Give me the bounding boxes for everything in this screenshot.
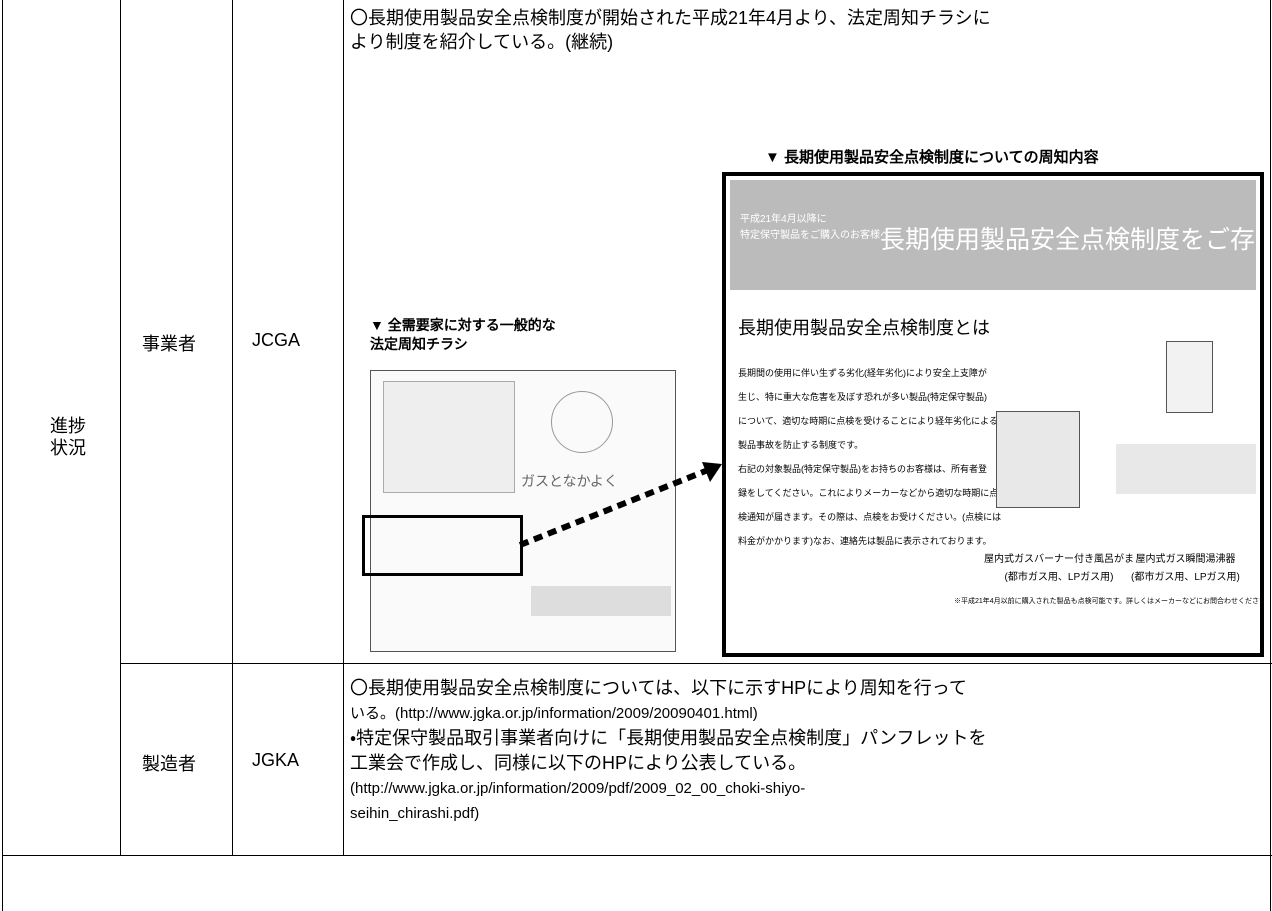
flyer-image: 平成21年4月以降に 特定保守製品をご購入のお客様へ 長期使用製品安全点検制度を… — [722, 172, 1264, 657]
flyer-title: 長期使用製品安全点検制度をご存知ですか — [880, 226, 1260, 254]
border — [2, 0, 3, 911]
org: JGKA — [252, 750, 300, 770]
text-line: (都市ガス用、LPガス用) — [1131, 572, 1240, 583]
text-line: 平成21年4月以降に — [740, 214, 827, 225]
text-line: 〇長期使用製品安全点検制度が開始された平成21年4月より、法定周知チラシに — [350, 8, 991, 28]
text-line: 特定保守製品をご購入のお客様へ — [740, 230, 890, 241]
product-illustration — [996, 411, 1080, 508]
leaflet-band — [531, 586, 671, 616]
role: 事業者 — [142, 334, 196, 354]
caption: ▼ 長期使用製品安全点検制度についての周知内容 — [765, 149, 1099, 166]
row-header: 進捗状況 — [50, 416, 86, 458]
text-line: 長期間の使用に伴い生ずる劣化(経年劣化)により安全上支障が — [738, 368, 987, 378]
text-line: 屋内式ガスバーナー付き風呂がま — [984, 554, 1134, 565]
text-line: (都市ガス用、LPガス用) — [1004, 572, 1114, 583]
border — [343, 0, 344, 855]
org: JCGA — [252, 330, 301, 350]
content-text: 〇長期使用製品安全点検制度が開始された平成21年4月より、法定周知チラシに より… — [350, 6, 1265, 54]
text-line: 〇長期使用製品安全点検制度については、以下に示すHPにより周知を行って — [350, 678, 967, 698]
flyer-body: 長期間の使用に伴い生ずる劣化(経年劣化)により安全上支障が 生じ、特に重大な危害を… — [738, 361, 1001, 553]
border — [120, 663, 1272, 664]
text-line: 屋内式ガス瞬間湯沸器 — [1135, 554, 1236, 565]
content-text: 〇長期使用製品安全点検制度については、以下に示すHPにより周知を行って いる。(h… — [350, 676, 986, 826]
text-line: 検通知が届きます。その際は、点検をお受けください。(点検には — [738, 512, 1002, 522]
border — [120, 0, 121, 855]
text-line: について、適切な時期に点検を受けることにより経年劣化による — [738, 416, 998, 426]
border — [1270, 0, 1271, 911]
border — [232, 0, 233, 855]
border — [2, 855, 1272, 856]
text-line: seihin_chirashi.pdf) — [350, 805, 480, 822]
caption: ▼ 全需要家に対する一般的な 法定周知チラシ — [370, 316, 556, 354]
leaflet-text: ガスとなかよく — [521, 473, 618, 489]
flyer-header: 平成21年4月以降に 特定保守製品をご購入のお客様へ 長期使用製品安全点検制度を… — [730, 180, 1260, 290]
text-line: 製品事故を防止する制度です。 — [738, 440, 864, 450]
caption-line: ▼ 全需要家に対する一般的な — [370, 317, 556, 333]
role: 製造者 — [142, 754, 196, 774]
flyer-footnote: ※平成21年4月以前に購入された製品も点検可能です。詳しくはメーカーなどにお問合… — [954, 598, 1264, 605]
text-line: いる。(http://www.jgka.or.jp/information/20… — [350, 705, 758, 722]
text-line: 録をしてください。これによりメーカーなどから適切な時期に点 — [738, 488, 999, 498]
product-illustration — [1166, 341, 1213, 413]
product-caption: 屋内式ガス瞬間湯沸器 (都市ガス用、LPガス用) — [1131, 551, 1240, 587]
flyer-heading: 長期使用製品安全点検制度とは — [738, 318, 990, 338]
leaflet-mascot — [551, 391, 613, 453]
text-line: 工業会で作成し、同様に以下のHPにより公表している。 — [350, 753, 807, 773]
leaflet-image: ガスとなかよく — [370, 370, 676, 652]
product-caption: 屋内式ガスバーナー付き風呂がま (都市ガス用、LPガス用) — [984, 551, 1134, 587]
text-line: 右記の対象製品(特定保守製品)をお持ちのお客様は、所有者登 — [738, 464, 987, 474]
text-line: より制度を紹介している。(継続) — [350, 32, 614, 52]
leaflet-panel — [383, 381, 515, 493]
text-line: 生じ、特に重大な危害を及ぼす恐れが多い製品(特定保守製品) — [738, 392, 987, 402]
product-illustration — [1116, 444, 1256, 494]
text-line: 料金がかかります)なお、連絡先は製品に表示されております。 — [738, 536, 992, 546]
text-line: (http://www.jgka.or.jp/information/2009/… — [350, 780, 806, 797]
text-line: ・特定保守製品取引事業者向けに「長期使用製品安全点検制度」パンフレットを — [350, 728, 987, 748]
caption-line: 法定周知チラシ — [370, 336, 468, 352]
flyer-header-small: 平成21年4月以降に 特定保守製品をご購入のお客様へ — [740, 212, 890, 244]
